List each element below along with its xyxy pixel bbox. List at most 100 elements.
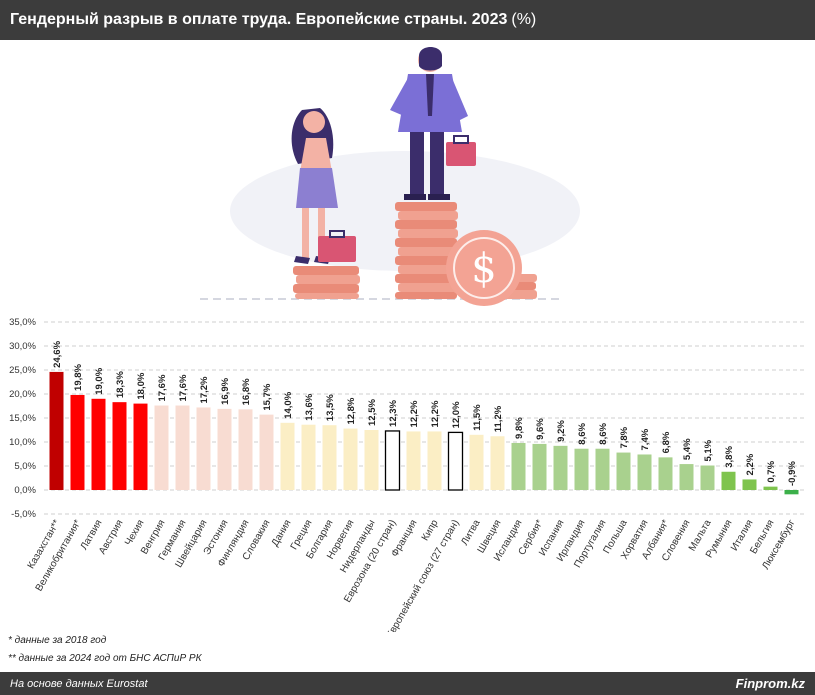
bar: [637, 454, 652, 490]
value-label: 13,5%: [325, 394, 336, 421]
value-label: 12,8%: [346, 397, 357, 424]
bar: [763, 486, 778, 490]
y-tick-label: 25,0%: [9, 365, 36, 376]
dollar-coin-icon: $: [446, 230, 522, 306]
bar: [280, 422, 295, 490]
value-label: 7,4%: [640, 428, 651, 450]
notes: * данные за 2018 год ** данные за 2024 г…: [8, 632, 202, 668]
bar: [154, 405, 169, 490]
value-label: 9,8%: [514, 417, 525, 439]
value-label: 11,5%: [472, 404, 483, 431]
value-label: 12,2%: [409, 400, 420, 427]
bar: [406, 431, 421, 490]
bar: [553, 445, 568, 490]
value-label: 17,6%: [157, 374, 168, 401]
man-figure: [390, 47, 468, 200]
value-label: 9,2%: [556, 420, 567, 442]
value-label: 7,8%: [619, 426, 630, 448]
bar: [721, 471, 736, 490]
value-label: 18,3%: [115, 371, 126, 398]
y-tick-label: 30,0%: [9, 341, 36, 352]
value-label: 12,2%: [430, 400, 441, 427]
value-label: 12,3%: [388, 399, 399, 426]
value-label: 0,7%: [766, 460, 777, 482]
y-tick-label: 0,0%: [14, 485, 36, 496]
bar: [49, 371, 64, 490]
value-label: 19,0%: [94, 367, 105, 394]
value-label: 11,2%: [493, 405, 504, 432]
value-label: 6,8%: [661, 431, 672, 453]
value-label: 24,6%: [52, 340, 63, 367]
bar: [343, 428, 358, 490]
value-label: 5,4%: [682, 438, 693, 460]
y-tick-label: -5,0%: [11, 509, 36, 520]
y-tick-label: 20,0%: [9, 389, 36, 400]
value-label: 19,8%: [73, 363, 84, 390]
bar: [574, 448, 589, 490]
bar: [175, 405, 190, 490]
value-label: 9,6%: [535, 418, 546, 440]
value-label: 2,2%: [745, 453, 756, 475]
y-tick-label: 15,0%: [9, 413, 36, 424]
y-tick-label: 10,0%: [9, 437, 36, 448]
value-label: 17,2%: [199, 376, 210, 403]
bar: [384, 430, 401, 491]
bar: [112, 402, 127, 490]
bar: [70, 394, 85, 490]
bar: [595, 448, 610, 490]
woman-figure: [291, 108, 338, 264]
bar: [490, 436, 505, 490]
note-2024: ** данные за 2024 год от БНС АСПиР РК: [8, 653, 202, 664]
title-bar: Гендерный разрыв в оплате труда. Европей…: [0, 0, 815, 40]
value-label: 17,6%: [178, 374, 189, 401]
bar: [447, 431, 464, 491]
bar: [238, 409, 253, 490]
note-2018: * данные за 2018 год: [8, 635, 107, 646]
bar: [469, 434, 484, 490]
bar: [301, 424, 316, 490]
y-tick-label: 35,0%: [9, 317, 36, 328]
value-label: 18,0%: [136, 372, 147, 399]
chart-unit: (%): [511, 11, 537, 28]
svg-text:$: $: [471, 246, 496, 292]
value-label: 8,6%: [598, 423, 609, 445]
man-coins: [395, 202, 537, 299]
bar: [91, 398, 106, 490]
chart-title: Гендерный разрыв в оплате труда. Европей…: [10, 11, 508, 28]
man-briefcase: [446, 135, 476, 166]
bar: [742, 479, 757, 490]
value-label: 16,8%: [241, 378, 252, 405]
bar: [616, 452, 631, 490]
footer-bar: На основе данных Eurostat Finprom.kz: [0, 672, 815, 695]
value-label: 15,7%: [262, 383, 273, 410]
value-label: 3,8%: [724, 446, 735, 468]
bar: [322, 425, 337, 490]
bar: [532, 443, 547, 490]
bar: [133, 403, 148, 490]
value-label: 16,9%: [220, 377, 231, 404]
value-label: 14,0%: [283, 391, 294, 418]
bar: [259, 414, 274, 490]
value-label: 13,6%: [304, 393, 315, 420]
bar: [511, 442, 526, 490]
value-label: 12,0%: [451, 401, 462, 428]
bar: [196, 407, 211, 490]
y-tick-label: 5,0%: [14, 461, 36, 472]
bar: [217, 408, 232, 490]
bar: [658, 457, 673, 490]
illustration: $: [200, 47, 580, 306]
bar: [427, 431, 442, 490]
source-text: На основе данных Eurostat: [10, 677, 148, 690]
value-label: 12,5%: [367, 399, 378, 426]
category-label: Кипр: [420, 518, 441, 543]
bar: [364, 430, 379, 490]
bar: [700, 465, 715, 490]
woman-coins: [293, 266, 360, 299]
value-label: 5,1%: [703, 439, 714, 461]
woman-briefcase: [318, 230, 356, 262]
brand-logo: Finprom.kz: [735, 676, 805, 691]
value-label: 8,6%: [577, 423, 588, 445]
bar: [679, 464, 694, 490]
bar: [784, 490, 799, 495]
bar-chart: -5,0% 0,0% 5,0% 10,0% 15,0% 20,0% 25,0% 30,0% 35…: [9, 317, 805, 632]
